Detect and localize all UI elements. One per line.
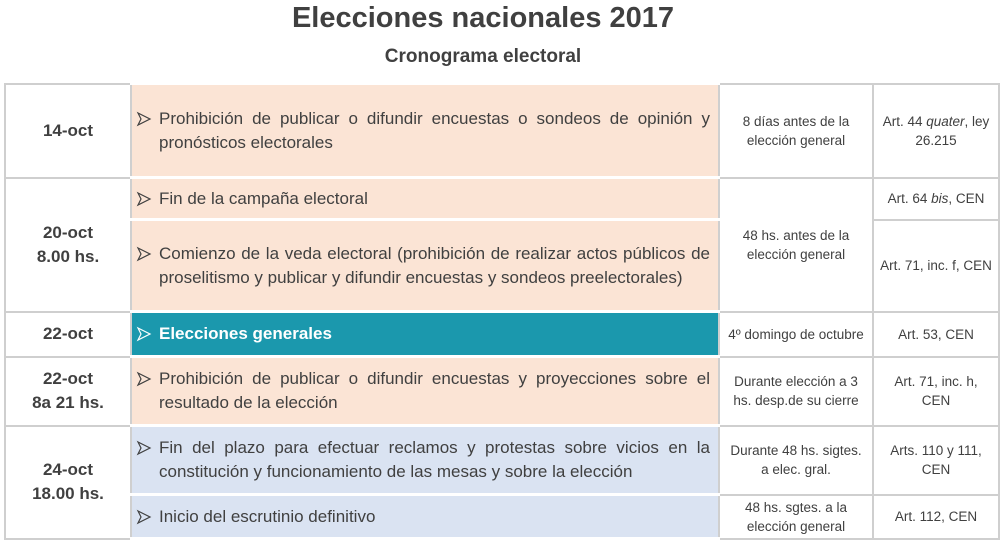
bullet-arrow bbox=[136, 326, 152, 342]
reference-part: Art. 64 bbox=[887, 191, 932, 206]
reference-cell: Art. 71, inc. f, CEN bbox=[872, 218, 1000, 313]
timing-cell: 8 días antes de la elección general bbox=[718, 82, 874, 179]
date-line: 22-oct bbox=[42, 369, 94, 388]
event-text: Elecciones generales bbox=[159, 324, 332, 343]
reference-cell: Art. 44 quater, ley 26.215 bbox=[872, 82, 1000, 179]
date-line: 22-oct bbox=[42, 324, 94, 343]
event-text: Fin de la campaña electoral bbox=[159, 188, 368, 208]
date-line: 24-oct bbox=[42, 460, 94, 479]
timing-cell: 4º domingo de octubre bbox=[718, 310, 874, 358]
table-row: 22-oct 8a 21 hs. Prohibición de publicar o… bbox=[4, 355, 1000, 427]
table-row: 20-oct 8.00 hs. Fin de la campaña electora… bbox=[4, 176, 1000, 313]
reference-part: Art. 44 bbox=[882, 113, 927, 129]
table-row: Comienzo de la veda electoral (prohibici… bbox=[5, 218, 1000, 313]
date-cell: 22-oct bbox=[4, 310, 132, 358]
reference-part: Art. 71, inc. h, CEN bbox=[894, 374, 978, 408]
event-text: Inicio del escrutinio definitivo bbox=[159, 506, 376, 526]
subtitle: Cronograma electoral bbox=[384, 46, 582, 67]
date-line: 8.00 hs. bbox=[36, 246, 100, 266]
reference-cell: Arts. 110 y 111, CEN bbox=[872, 424, 1000, 496]
table-row: 14-oct Prohibición de publicar o difundir… bbox=[4, 82, 1000, 179]
event-cell: Prohibición de publicar o difundir encue… bbox=[130, 355, 720, 427]
table-row: Inicio del escrutinio definitivo 48 hs. s… bbox=[5, 493, 1000, 540]
event-content: Inicio del escrutinio definitivo bbox=[132, 505, 718, 529]
table-row: 22-oct Elecciones generales 4º domingo de … bbox=[4, 310, 1000, 358]
reference-part: Art. 112, CEN bbox=[894, 509, 978, 524]
bullet-arrow bbox=[136, 191, 152, 206]
event-cell: Inicio del escrutinio definitivo bbox=[130, 493, 720, 540]
event-cell: Prohibición de publicar o difundir encue… bbox=[130, 82, 720, 179]
table-row: 24-oct 18.00 hs. Fin del plazo para efectu… bbox=[4, 424, 1000, 540]
bullet-arrow bbox=[136, 440, 152, 456]
event-text: Comienzo de la veda electoral (prohibici… bbox=[159, 243, 710, 287]
date-line: 20-oct bbox=[42, 222, 94, 242]
event-cell: Elecciones generales bbox=[130, 310, 720, 358]
event-content: Elecciones generales bbox=[132, 322, 718, 346]
timing-cell: 48 hs. antes de la elección general bbox=[718, 176, 874, 313]
reference-part: Arts. 110 y 111, CEN bbox=[890, 443, 982, 477]
reference-part: Art. 71, inc. f, CEN bbox=[880, 258, 992, 273]
bullet-arrow bbox=[136, 246, 152, 261]
date-cell: 14-oct bbox=[4, 82, 132, 179]
date-cell: 22-oct 8a 21 hs. bbox=[4, 355, 132, 427]
reference-part: Art. 53, CEN bbox=[898, 326, 974, 342]
event-cell: Fin del plazo para efectuar reclamos y p… bbox=[130, 424, 720, 496]
event-text: Fin del plazo para efectuar reclamos y p… bbox=[159, 438, 710, 481]
date-line: 8a 21 hs. bbox=[32, 393, 104, 412]
timing-cell: Durante 48 hs. sigtes. a elec. gral. bbox=[718, 424, 874, 496]
timing-cell: Durante elección a 3 hs. desp.de su cier… bbox=[718, 355, 874, 427]
reference-part: quater bbox=[926, 113, 965, 129]
reference-part: , ley 26.215 bbox=[915, 113, 990, 148]
event-content: Comienzo de la veda electoral (prohibici… bbox=[132, 242, 718, 290]
date-line: 18.00 hs. bbox=[32, 484, 104, 503]
schedule-table: 14-oct Prohibición de publicar o difundir… bbox=[4, 82, 1000, 540]
reference-cell: Art. 112, CEN bbox=[872, 493, 1000, 540]
timing-cell: 48 hs. sgtes. a la elección general bbox=[718, 493, 874, 540]
bullet-arrow bbox=[136, 111, 152, 126]
event-text: Prohibición de publicar o difundir encue… bbox=[159, 108, 710, 152]
event-text: Prohibición de publicar o difundir encue… bbox=[159, 369, 710, 412]
date-cell: 20-oct 8.00 hs. bbox=[4, 176, 132, 313]
event-content: Prohibición de publicar o difundir encue… bbox=[132, 107, 718, 155]
event-content: Prohibición de publicar o difundir encue… bbox=[132, 367, 718, 415]
event-cell: Comienzo de la veda electoral (prohibici… bbox=[130, 218, 720, 313]
bullet-arrow bbox=[136, 371, 152, 387]
table-body: 14-oct Prohibición de publicar o difundir… bbox=[4, 82, 1000, 540]
event-content: Fin del plazo para efectuar reclamos y p… bbox=[132, 436, 718, 484]
reference-cell: Art. 53, CEN bbox=[872, 310, 1000, 358]
date-cell: 24-oct 18.00 hs. bbox=[4, 424, 132, 540]
reference-part: bis bbox=[931, 191, 949, 206]
reference-cell: Art. 64 bis, CEN bbox=[872, 176, 1000, 221]
date-line: 14-oct bbox=[42, 120, 94, 140]
title: Elecciones nacionales 2017 bbox=[291, 2, 675, 34]
event-content: Fin de la campaña electoral bbox=[132, 187, 718, 211]
reference-part: , CEN bbox=[948, 191, 985, 206]
bullet-arrow bbox=[136, 509, 152, 524]
event-cell: Fin de la campaña electoral bbox=[130, 176, 720, 221]
reference-cell: Art. 71, inc. h, CEN bbox=[872, 355, 1000, 427]
